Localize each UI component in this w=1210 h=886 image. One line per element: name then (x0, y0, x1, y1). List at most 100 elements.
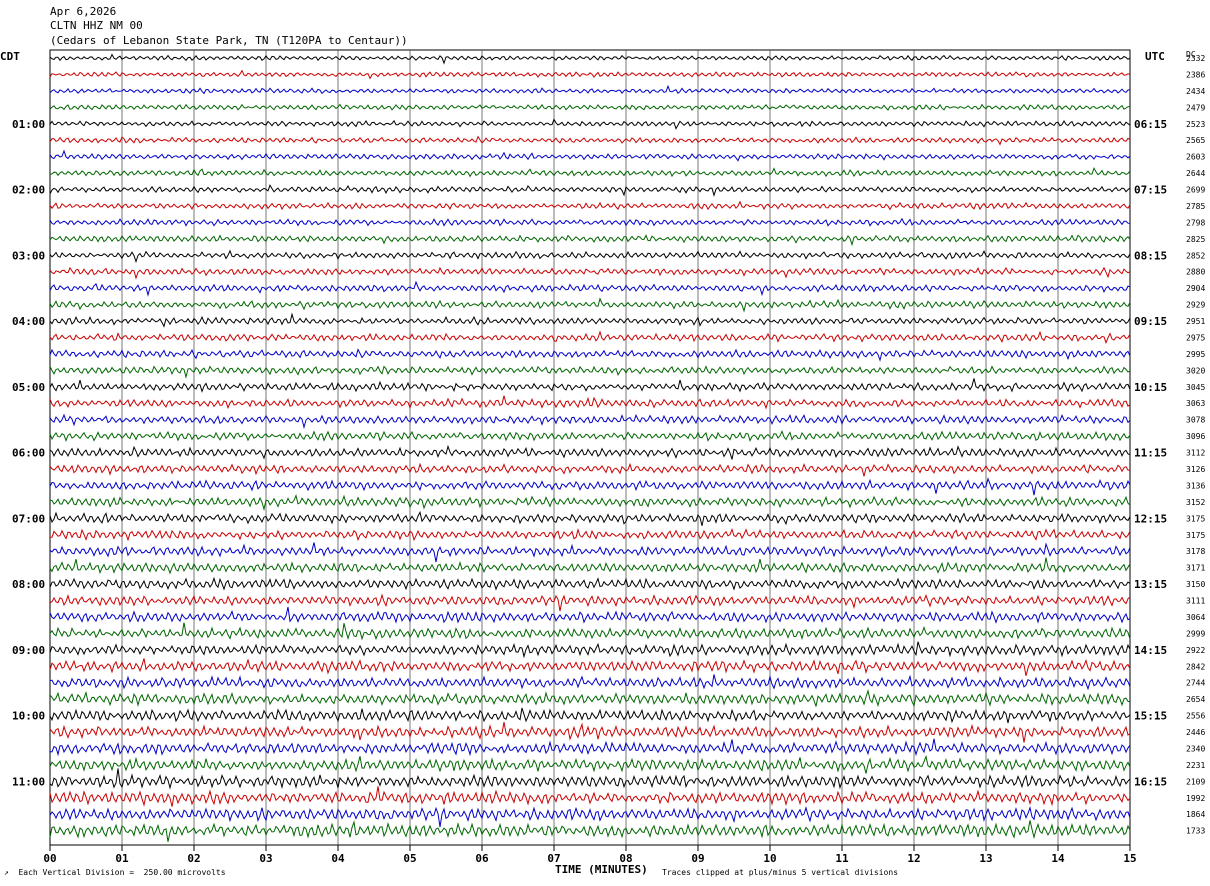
dc-offset-label: 3150 (1186, 580, 1205, 589)
dc-offset-label: 3175 (1186, 531, 1205, 540)
cdt-time-label: 02:00 (12, 184, 45, 197)
x-tick-label: 15 (1123, 852, 1136, 865)
x-tick-label: 06 (475, 852, 489, 865)
utc-time-label: 14:15 (1134, 644, 1167, 657)
dc-offset-label: 2479 (1186, 103, 1205, 112)
seismic-trace (49, 249, 1131, 264)
utc-time-label: 08:15 (1134, 249, 1167, 262)
seismic-trace (49, 806, 1131, 828)
utc-time-label: 12:15 (1134, 512, 1167, 525)
utc-time-label: 15:15 (1134, 710, 1167, 723)
dc-offset-label: 3152 (1186, 498, 1205, 507)
x-tick-label: 12 (907, 852, 920, 865)
dc-offset-label: 2975 (1186, 333, 1205, 342)
x-tick-label: 13 (979, 852, 992, 865)
cdt-time-label: 05:00 (12, 381, 45, 394)
seismic-trace (49, 103, 1131, 111)
seismic-trace (49, 312, 1131, 328)
seismic-trace (49, 118, 1131, 130)
seismic-trace (49, 622, 1131, 641)
dc-offset-label: 2951 (1186, 317, 1205, 326)
dc-offset-label: 3171 (1186, 564, 1205, 573)
x-tick-label: 14 (1051, 852, 1065, 865)
seismic-trace (49, 429, 1131, 442)
seismic-trace (49, 786, 1131, 807)
dc-offset-label: 3126 (1186, 465, 1205, 474)
seismic-trace (49, 348, 1131, 362)
dc-offset-label: 2386 (1186, 70, 1205, 79)
cdt-time-label: 08:00 (12, 578, 45, 591)
x-tick-label: 04 (331, 852, 345, 865)
seismic-trace (49, 527, 1131, 542)
dc-offset-label: 2995 (1186, 350, 1205, 359)
dc-offset-label: 2603 (1186, 153, 1205, 162)
dc-offset-label: 2231 (1186, 761, 1205, 770)
clip-note: Traces clipped at plus/minus 5 vertical … (662, 868, 899, 877)
dc-offset-label: 2699 (1186, 186, 1205, 195)
x-tick-label: 11 (835, 852, 849, 865)
cdt-time-label: 03:00 (12, 249, 45, 262)
utc-time-label: 06:15 (1134, 118, 1167, 131)
utc-time-label: 07:15 (1134, 184, 1167, 197)
dc-offset-label: 2842 (1186, 662, 1205, 671)
x-tick-label: 01 (115, 852, 129, 865)
seismic-trace (49, 149, 1131, 162)
x-tick-label: 10 (763, 852, 776, 865)
seismic-trace (49, 477, 1131, 496)
seismic-trace (49, 641, 1131, 659)
dc-offset-label: 2904 (1186, 284, 1205, 293)
cdt-time-label: 01:00 (12, 118, 45, 131)
x-tick-label: 08 (619, 852, 632, 865)
seismic-trace (49, 576, 1131, 591)
utc-time-label: 09:15 (1134, 315, 1167, 328)
seismic-trace (49, 722, 1131, 743)
seismic-trace (49, 184, 1131, 198)
dc-offset-label: 2332 (1186, 54, 1205, 63)
x-tick-label: 02 (187, 852, 200, 865)
dc-offset-label: 1864 (1186, 810, 1205, 819)
x-tick-label: 09 (691, 852, 704, 865)
seismic-trace (49, 658, 1131, 676)
dc-offset-label: 2798 (1186, 218, 1205, 227)
seismic-trace (49, 606, 1131, 624)
header-date: Apr 6,2026 (50, 5, 117, 18)
dc-offset-label: 3064 (1186, 613, 1205, 622)
utc-time-label: 16:15 (1134, 775, 1167, 788)
dc-offset-label: 3020 (1186, 366, 1205, 375)
dc-offset-label: 2999 (1186, 629, 1205, 638)
dc-offset-label: 2654 (1186, 695, 1205, 704)
seismic-trace (49, 542, 1131, 563)
cdt-time-label: 04:00 (12, 315, 45, 328)
seismic-trace (49, 330, 1131, 345)
utc-time-label: 13:15 (1134, 578, 1167, 591)
dc-offset-label: 3078 (1186, 416, 1205, 425)
dc-offset-label: 2556 (1186, 712, 1205, 721)
dc-offset-label: 2744 (1186, 679, 1205, 688)
dc-offset-label: 2825 (1186, 235, 1205, 244)
seismic-trace (49, 297, 1131, 313)
cdt-time-label: 11:00 (12, 775, 45, 788)
dc-offset-label: 2109 (1186, 777, 1205, 786)
x-axis-title: TIME (MINUTES) (555, 863, 648, 876)
seismic-trace (49, 707, 1131, 724)
dc-column-label: DC (1186, 50, 1196, 59)
cdt-time-label: 10:00 (12, 710, 45, 723)
x-tick-label: 07 (547, 852, 560, 865)
dc-offset-label: 2644 (1186, 169, 1205, 178)
plot-frame (49, 49, 1131, 846)
seismic-trace (49, 217, 1131, 227)
seismic-trace (49, 674, 1131, 691)
utc-axis-label: UTC (1145, 50, 1165, 63)
dc-offset-label: 3096 (1186, 432, 1205, 441)
seismic-trace (49, 593, 1131, 612)
dc-offset-label: 2565 (1186, 136, 1205, 145)
dc-offset-label: 3111 (1186, 597, 1205, 606)
seismic-trace (49, 768, 1131, 790)
seismic-trace (49, 413, 1131, 430)
seismic-trace (49, 53, 1131, 65)
dc-offset-label: 3178 (1186, 547, 1205, 556)
seismic-trace (49, 234, 1131, 247)
scale-note-text: Each Vertical Division = 250.00 microvol… (18, 868, 226, 877)
seismic-trace (49, 135, 1131, 146)
